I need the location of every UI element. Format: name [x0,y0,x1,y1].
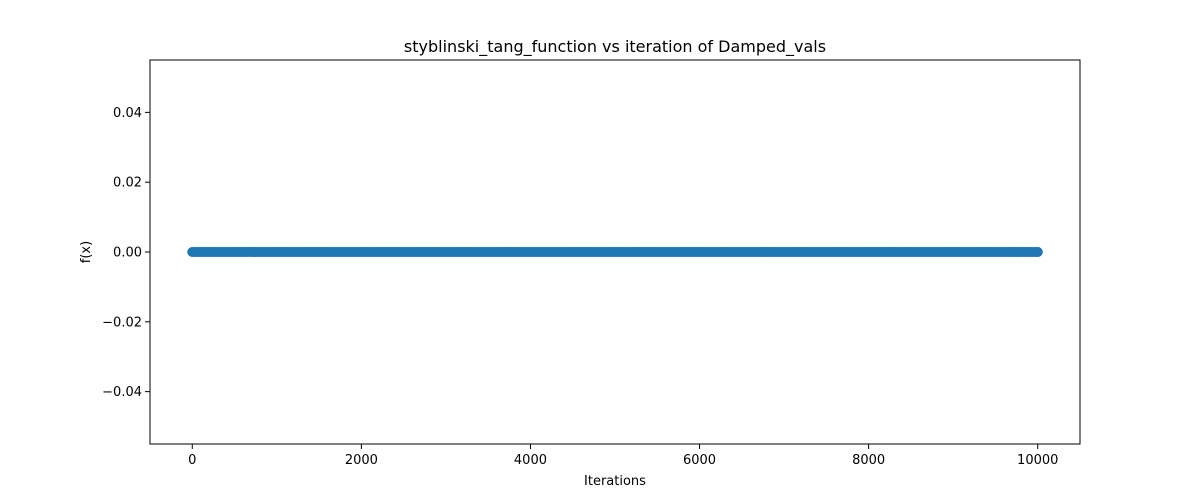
x-tick-label: 10000 [1017,453,1058,468]
x-axis: 0 2000 4000 6000 8000 10000 [188,444,1058,468]
scatter-point [1032,247,1043,257]
chart-title: styblinski_tang_function vs iteration of… [404,37,826,57]
x-tick-label: 8000 [852,453,885,468]
x-tick-label: 2000 [345,453,378,468]
x-axis-label: Iterations [584,474,646,489]
y-tick-label: 0.02 [113,176,142,191]
x-tick-label: 6000 [683,453,716,468]
plot-area [187,247,1043,257]
x-tick-label: 0 [188,453,196,468]
y-tick-label: −0.04 [102,385,142,400]
y-axis: −0.04 −0.02 0.00 0.02 0.04 [102,106,150,400]
y-tick-label: 0.00 [113,246,142,261]
y-axis-label: f(x) [79,241,94,263]
y-tick-label: 0.04 [113,106,142,121]
x-tick-label: 4000 [514,453,547,468]
y-tick-label: −0.02 [102,315,142,330]
scatter-series [187,247,1043,257]
